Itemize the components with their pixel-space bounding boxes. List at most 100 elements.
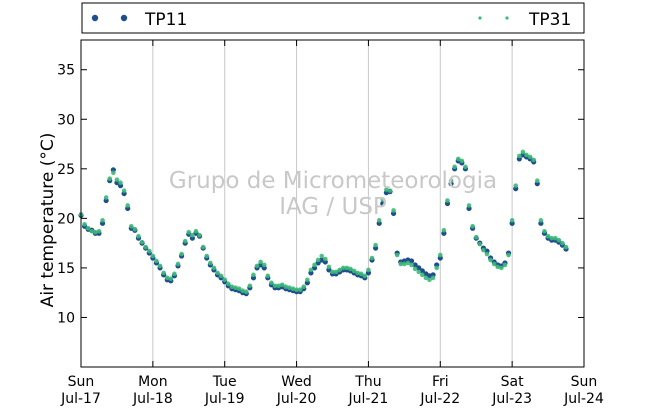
data-point-tp31 xyxy=(373,242,378,248)
plot-frame xyxy=(80,39,585,368)
data-point-tp31 xyxy=(172,271,177,277)
x-tick-label-date: Jul-24 xyxy=(563,391,604,407)
data-point-tp31 xyxy=(391,208,396,213)
data-point-tp31 xyxy=(236,286,242,292)
data-point-tp31 xyxy=(215,270,220,276)
legend: TP11 TP31 xyxy=(81,2,585,34)
data-point-tp31 xyxy=(118,180,123,185)
data-point-tp31 xyxy=(150,253,156,259)
data-point-tp31 xyxy=(506,252,511,258)
data-point-tp31 xyxy=(247,283,253,289)
axes: 101520253035SunJul-17MonJul-18TueJul-19W… xyxy=(57,39,604,407)
data-point-tp31 xyxy=(427,277,432,283)
data-point-tp31 xyxy=(560,240,565,246)
data-point-tp31 xyxy=(82,222,87,227)
y-tick-label: 15 xyxy=(57,261,75,277)
data-point-tp31 xyxy=(272,283,278,289)
data-point-tp31 xyxy=(527,154,533,160)
data-point-tp31 xyxy=(85,225,91,231)
data-point-tp31 xyxy=(315,257,321,263)
data-point-tp31 xyxy=(455,156,461,162)
data-point-tp31 xyxy=(308,267,314,273)
data-point-tp31 xyxy=(218,273,224,279)
watermark: Grupo de Micrometeorologia IAG / USP xyxy=(169,168,497,220)
watermark-line-1: Grupo de Micrometeorologia xyxy=(169,168,497,194)
data-point-tp31 xyxy=(111,170,116,176)
data-point-tp31 xyxy=(499,265,504,271)
data-point-tp31 xyxy=(376,218,382,223)
x-tick-label-date: Jul-19 xyxy=(204,391,245,407)
data-point-tp31 xyxy=(179,251,184,257)
data-point-tp31 xyxy=(258,259,263,265)
data-point-tp31 xyxy=(326,264,332,270)
data-point-tp31 xyxy=(420,272,425,278)
data-point-tp31 xyxy=(387,188,393,193)
legend-marker-tp11 xyxy=(120,14,128,22)
data-point-tp31 xyxy=(114,177,120,183)
data-point-tp31 xyxy=(93,229,98,235)
y-tick-label: 20 xyxy=(57,211,75,227)
data-point-tp31 xyxy=(287,285,292,291)
data-point-tp31 xyxy=(107,176,113,182)
y-tick-label: 35 xyxy=(57,63,75,79)
x-tick-label-day: Sat xyxy=(501,374,524,390)
data-point-tp31 xyxy=(412,266,418,272)
data-point-tp31 xyxy=(466,203,472,208)
data-point-tp31 xyxy=(132,226,138,232)
data-point-tp11 xyxy=(380,200,386,207)
data-point-tp31 xyxy=(348,266,353,272)
legend-label-tp31: TP31 xyxy=(528,10,571,30)
y-tick-label: 30 xyxy=(57,112,75,128)
data-point-tp31 xyxy=(394,252,400,258)
data-point-tp31 xyxy=(463,164,468,170)
y-axis-title: Air temperature (°C) xyxy=(38,133,58,308)
data-point-tp31 xyxy=(243,289,249,294)
data-point-tp31 xyxy=(200,244,206,250)
data-point-tp31 xyxy=(441,227,447,233)
data-point-tp31 xyxy=(398,261,404,267)
data-point-tp31 xyxy=(319,253,325,259)
data-point-tp31 xyxy=(229,284,235,290)
data-point-tp31 xyxy=(509,218,515,223)
x-tick-label-date: Jul-23 xyxy=(491,391,532,407)
data-point-tp31 xyxy=(556,237,562,243)
data-point-tp31 xyxy=(437,252,443,258)
data-point-tp31 xyxy=(96,228,102,234)
data-point-tp31 xyxy=(100,218,105,223)
data-point-tp31 xyxy=(470,223,475,229)
data-point-tp31 xyxy=(222,277,228,283)
data-point-tp31 xyxy=(251,272,256,278)
data-point-tp31 xyxy=(182,238,188,244)
data-point-tp31 xyxy=(545,233,551,239)
data-point-tp31 xyxy=(520,149,526,155)
data-point-tp31 xyxy=(297,287,303,293)
y-tick-label: 10 xyxy=(57,310,75,326)
data-point-tp31 xyxy=(204,253,210,259)
data-point-tp31 xyxy=(484,251,490,257)
data-point-tp31 xyxy=(157,263,163,269)
legend-marker-tp31 xyxy=(505,16,509,20)
x-tick-label-day: Mon xyxy=(138,374,168,390)
data-point-tp31 xyxy=(333,269,339,275)
data-point-tp31 xyxy=(146,248,152,254)
data-point-tp31 xyxy=(409,262,414,268)
data-point-tp31 xyxy=(380,197,386,202)
data-point-tp31 xyxy=(355,270,360,276)
data-point-tp31 xyxy=(502,262,508,268)
data-point-tp31 xyxy=(283,284,289,290)
data-point-tp31 xyxy=(154,258,159,264)
data-point-tp31 xyxy=(129,223,134,229)
data-point-tp31 xyxy=(136,233,141,239)
data-point-tp31 xyxy=(369,255,375,261)
data-point-tp11 xyxy=(419,268,425,274)
x-tick-label-date: Jul-17 xyxy=(60,391,101,407)
data-point-tp31 xyxy=(542,228,547,234)
data-point-tp31 xyxy=(312,262,317,268)
data-point-tp31 xyxy=(491,261,497,267)
x-tick-label-day: Tue xyxy=(212,374,237,390)
data-point-tp31 xyxy=(226,281,231,287)
x-tick-label-day: Fri xyxy=(432,374,449,390)
data-point-tp31 xyxy=(538,218,544,223)
data-point-tp31 xyxy=(340,265,346,271)
data-point-tp31 xyxy=(405,260,411,266)
